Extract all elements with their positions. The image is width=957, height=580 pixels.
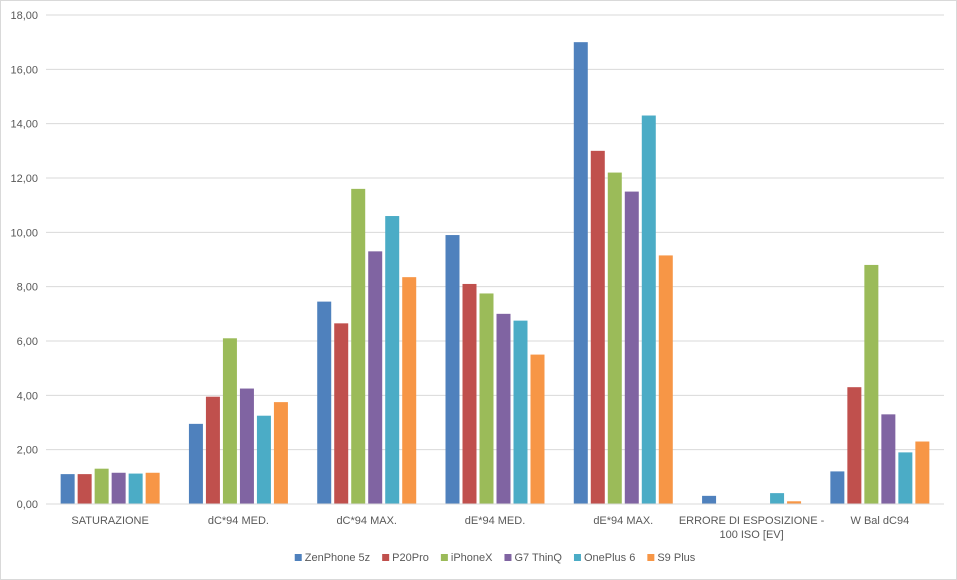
y-tick-label: 6,00 <box>17 336 38 348</box>
y-tick-label: 2,00 <box>17 445 38 457</box>
bar-oneplus-6 <box>256 415 271 504</box>
bar-zenphone-5z <box>188 423 203 504</box>
y-tick-label: 16,00 <box>10 64 38 76</box>
legend-swatch <box>294 554 302 561</box>
bar-g7-thinq <box>111 472 126 504</box>
legend-swatch <box>440 554 448 561</box>
y-tick-label: 18,00 <box>10 10 38 22</box>
legend-label: P20Pro <box>392 552 429 564</box>
bar-zenphone-5z <box>573 42 588 505</box>
legend-label: S9 Plus <box>657 552 695 564</box>
legend-swatch <box>573 554 581 561</box>
bar-zenphone-5z <box>702 495 717 504</box>
bar-iphonex <box>607 172 622 505</box>
gridlines <box>46 14 944 451</box>
y-tick-label: 14,00 <box>10 119 38 131</box>
bar-p20pro <box>847 387 862 504</box>
x-category-label: ERRORE DI ESPOSIZIONE - <box>679 515 825 527</box>
legend-swatch <box>504 554 512 561</box>
legend-item: S9 Plus <box>647 552 696 564</box>
y-tick-label: 12,00 <box>10 173 38 185</box>
bar-p20pro <box>205 396 220 504</box>
legend-label: iPhoneX <box>451 552 493 564</box>
bar-zenphone-5z <box>317 301 332 504</box>
bars <box>60 42 930 505</box>
bar-oneplus-6 <box>513 320 528 504</box>
legend-item: G7 ThinQ <box>504 552 562 564</box>
x-category-label: dC*94 MAX. <box>336 515 397 527</box>
y-tick-label: 0,00 <box>17 499 38 511</box>
bar-s9-plus <box>787 501 802 504</box>
bar-s9-plus <box>402 277 417 504</box>
bar-iphonex <box>351 188 366 504</box>
y-axis-tick-labels: 0,00 2,00 4,00 6,00 8,00 10,00 12,00 14,00 16,00… <box>10 10 38 511</box>
bar-oneplus-6 <box>385 216 400 505</box>
legend-swatch <box>382 554 390 561</box>
bar-g7-thinq <box>881 414 896 504</box>
legend-item: iPhoneX <box>440 552 493 564</box>
x-category-label: W Bal dC94 <box>851 515 910 527</box>
bar-g7-thinq <box>239 388 254 504</box>
legend-label: OnePlus 6 <box>584 552 635 564</box>
legend-label: ZenPhone 5z <box>305 552 370 564</box>
legend-swatch <box>647 554 655 561</box>
legend-item: ZenPhone 5z <box>294 552 370 564</box>
x-category-label: dC*94 MED. <box>208 515 269 527</box>
legend-item: OnePlus 6 <box>573 552 635 564</box>
bar-iphonex <box>222 338 237 504</box>
bar-s9-plus <box>658 255 673 504</box>
legend-item: P20Pro <box>382 552 429 564</box>
bar-iphonex <box>479 293 494 504</box>
x-category-label: SATURAZIONE <box>71 515 148 527</box>
legend-label: G7 ThinQ <box>514 552 562 564</box>
x-category-label: dE*94 MED. <box>465 515 526 527</box>
bar-iphonex <box>864 264 879 504</box>
bar-p20pro <box>334 323 349 504</box>
bar-oneplus-6 <box>641 115 656 505</box>
bar-s9-plus <box>273 402 288 504</box>
bar-zenphone-5z <box>830 471 845 504</box>
bar-iphonex <box>94 468 109 504</box>
x-category-label: dE*94 MAX. <box>593 515 653 527</box>
bar-zenphone-5z <box>445 235 460 505</box>
legend: ZenPhone 5z P20Pro iPhoneX G7 ThinQ OnePlus … <box>294 552 696 564</box>
bar-oneplus-6 <box>898 452 913 504</box>
bar-p20pro <box>590 150 605 505</box>
y-tick-label: 8,00 <box>17 282 38 294</box>
bar-g7-thinq <box>496 313 511 504</box>
bar-s9-plus <box>915 441 930 504</box>
y-tick-label: 10,00 <box>10 227 38 239</box>
bar-g7-thinq <box>368 251 383 504</box>
x-axis-category-labels: SATURAZIONE dC*94 MED. dC*94 MAX. dE*94 MED… <box>71 515 909 541</box>
bar-g7-thinq <box>624 191 639 505</box>
bar-p20pro <box>77 474 92 504</box>
bar-s9-plus <box>145 472 160 504</box>
bar-zenphone-5z <box>60 474 75 504</box>
x-category-label: 100 ISO [EV] <box>719 529 783 541</box>
bar-oneplus-6 <box>128 473 143 504</box>
bar-oneplus-6 <box>770 493 785 504</box>
bar-s9-plus <box>530 354 545 504</box>
bar-p20pro <box>462 283 477 504</box>
y-tick-label: 4,00 <box>17 390 38 402</box>
